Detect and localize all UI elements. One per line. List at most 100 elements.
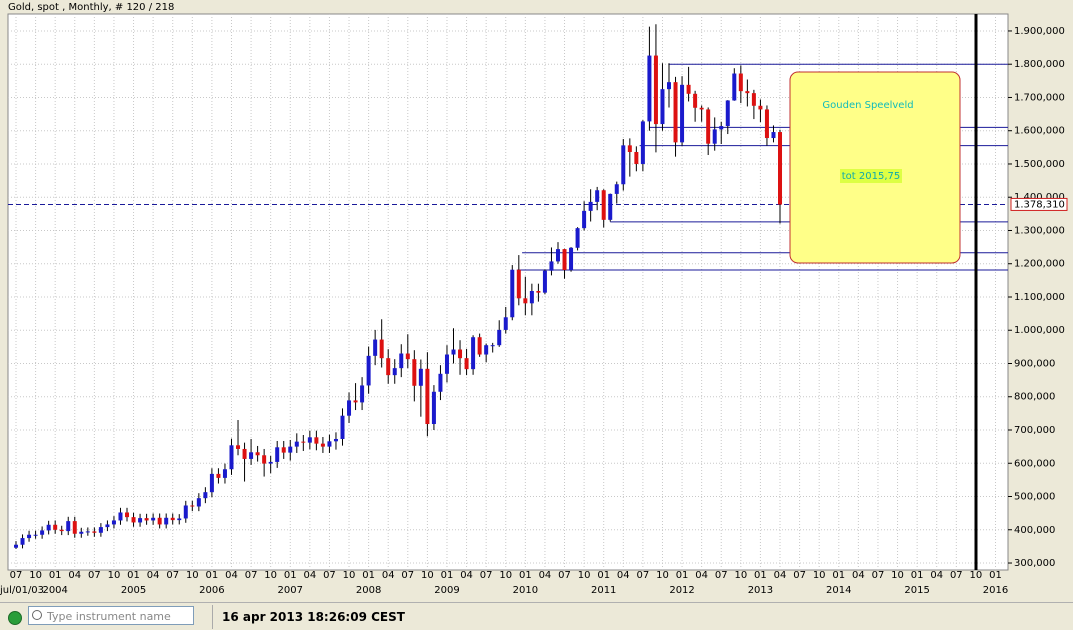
x-tick-label: 04	[303, 570, 316, 581]
candle-body	[14, 544, 18, 548]
y-tick-label: 400,000	[1014, 525, 1055, 536]
status-bar: Type instrument name 16 apr 2013 18:26:0…	[0, 602, 1073, 630]
x-tick-label: 10	[656, 570, 669, 581]
x-tick-label: 07	[166, 570, 179, 581]
x-tick-label: 04	[147, 570, 160, 581]
x-tick-label: 10	[499, 570, 512, 581]
candle-body	[562, 249, 567, 271]
x-tick-label: 10	[578, 570, 591, 581]
candle-body	[131, 517, 136, 523]
x-tick-label: 07	[715, 570, 728, 581]
x-tick-label: 10	[891, 570, 904, 581]
candle-body	[627, 145, 632, 153]
candle-body	[229, 445, 234, 470]
x-tick-label: 07	[872, 570, 885, 581]
annotation: tot 2015,75	[842, 171, 901, 182]
timestamp: 16 apr 2013 18:26:09 CEST	[222, 610, 405, 624]
candle-body	[405, 353, 410, 360]
candle-body	[588, 201, 593, 211]
x-year-label: 2010	[513, 585, 538, 596]
candle-body	[686, 84, 691, 94]
candle-body	[555, 249, 560, 262]
candle-body	[301, 441, 306, 443]
candle-body	[667, 82, 671, 90]
candle-body	[484, 345, 489, 355]
candle-body	[399, 353, 404, 369]
candle-body	[725, 100, 730, 127]
y-tick-label: 1.300,000	[1014, 225, 1065, 236]
x-year-label: 2007	[278, 585, 303, 596]
candle-body	[438, 373, 443, 392]
x-tick-label: 01	[754, 570, 767, 581]
x-tick-label: 01	[832, 570, 845, 581]
candle-body	[510, 269, 515, 318]
y-tick-label: 600,000	[1014, 458, 1055, 469]
candle-body	[582, 210, 587, 229]
x-tick-label: 10	[29, 570, 42, 581]
candle-body	[523, 298, 528, 304]
candle-body	[20, 538, 25, 545]
y-tick-label: 1.700,000	[1014, 92, 1065, 103]
search-input[interactable]: Type instrument name	[28, 606, 194, 625]
y-tick-label: 1.000,000	[1014, 325, 1065, 336]
y-tick-label: 300,000	[1014, 558, 1055, 569]
candle-body	[262, 455, 267, 464]
x-tick-label: 07	[88, 570, 101, 581]
candle-body	[595, 190, 600, 202]
candle-body	[138, 518, 143, 523]
y-tick-label: 1.600,000	[1014, 126, 1065, 137]
x-year-label: 2011	[591, 585, 616, 596]
candle-body	[40, 530, 45, 535]
candle-body	[33, 534, 38, 536]
y-tick-label: 1.800,000	[1014, 59, 1065, 70]
candle-body	[529, 291, 534, 304]
candle-body	[125, 512, 130, 518]
x-tick-label: 04	[617, 570, 630, 581]
x-year-label: 2015	[904, 585, 929, 596]
candle-body	[379, 339, 384, 359]
candle-body	[719, 126, 724, 130]
annotation-bg	[840, 169, 902, 183]
candle-body	[275, 447, 280, 462]
x-tick-label: 07	[323, 570, 336, 581]
candle-body	[151, 517, 156, 521]
candle-body	[196, 498, 201, 507]
candle-body	[157, 517, 162, 525]
candle-body	[27, 534, 32, 539]
x-year-label: 2004	[42, 585, 67, 596]
candle-body	[621, 145, 626, 185]
candle-body	[634, 152, 639, 164]
annotation-box	[789, 71, 961, 264]
chart-title: Gold, spot , Monthly, # 120 / 218	[8, 2, 174, 13]
x-tick-label: 07	[10, 570, 23, 581]
x-tick-label: 10	[264, 570, 277, 581]
x-tick-label: 10	[186, 570, 199, 581]
x-tick-label: 07	[401, 570, 414, 581]
candle-body	[340, 415, 345, 439]
candle-body	[680, 84, 685, 143]
candle-body	[216, 473, 221, 478]
candle-body	[118, 512, 123, 521]
candle-body	[431, 391, 436, 425]
x-tick-label: 01	[911, 570, 924, 581]
candle-body	[268, 461, 273, 464]
candle-body	[542, 270, 547, 293]
candle-body	[758, 105, 763, 110]
x-year-label: 2014	[826, 585, 851, 596]
candle-body	[255, 452, 260, 456]
candle-body	[653, 55, 658, 125]
x-tick-label: 04	[382, 570, 395, 581]
x-tick-label: 10	[734, 570, 747, 581]
candle-body	[471, 337, 476, 370]
candle-body	[144, 518, 149, 521]
x-tick-label: 07	[793, 570, 806, 581]
candle-body	[458, 349, 463, 359]
candle-body	[281, 447, 286, 453]
candle-body	[444, 354, 449, 374]
x-tick-label: 01	[989, 570, 1002, 581]
search-icon	[32, 610, 42, 620]
x-tick-label: 04	[460, 570, 473, 581]
candle-body	[327, 441, 332, 447]
candle-body	[360, 385, 365, 403]
annotation: Gouden Speelveld	[822, 100, 913, 111]
